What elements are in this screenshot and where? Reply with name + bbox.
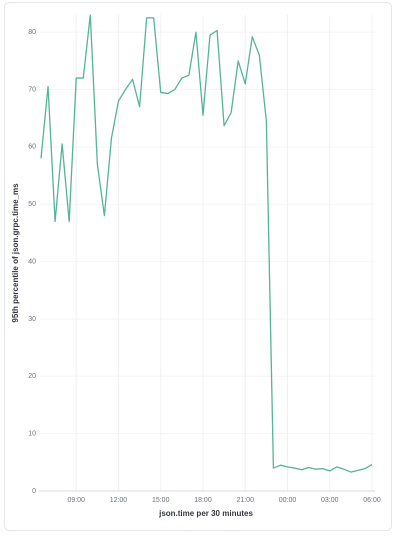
y-tick-label: 40 [28, 258, 36, 265]
y-tick-label: 20 [28, 373, 36, 380]
y-tick-label: 10 [28, 430, 36, 437]
x-tick-label: 09:00 [67, 497, 85, 504]
y-tick-label: 50 [28, 201, 36, 208]
x-tick-label: 21:00 [236, 497, 254, 504]
line [40, 14, 373, 473]
y-tick-label: 0 [32, 488, 36, 495]
panel [4, 2, 392, 531]
x-tick-label: 18:00 [194, 497, 212, 504]
x-axis-title: json.time per 30 minutes [158, 509, 253, 518]
x-tick-label: 12:00 [110, 497, 128, 504]
x-tick-label: 03:00 [321, 497, 339, 504]
y-tick-label: 70 [28, 86, 36, 93]
x-tick-label: 00:00 [279, 497, 297, 504]
y-tick-label: 30 [28, 316, 36, 323]
x-tick-label: 06:00 [363, 497, 381, 504]
x-tick-label: 15:00 [152, 497, 170, 504]
y-axis-title: 95th percentile of json.grpc.time_ms [11, 183, 20, 323]
y-tick-label: 60 [28, 144, 36, 151]
y-tick-label: 80 [28, 29, 36, 36]
